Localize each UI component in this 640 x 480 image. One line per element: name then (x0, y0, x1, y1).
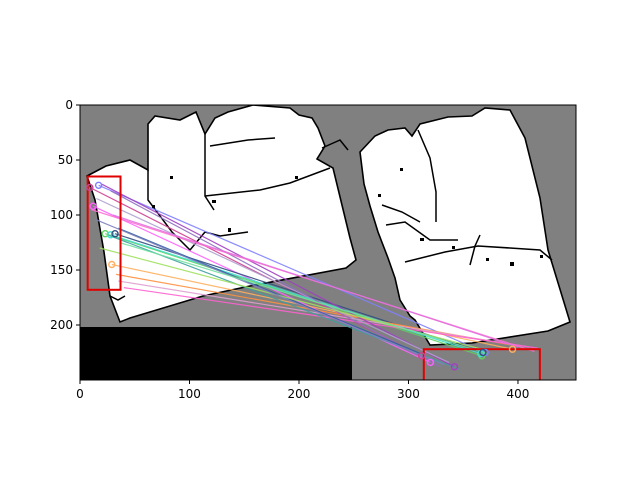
keypoint-12 (479, 348, 487, 357)
y-tick-label: 150 (50, 263, 73, 277)
keypoint-13 (508, 345, 517, 353)
keypoint-4 (106, 231, 115, 239)
x-tick-label: 200 (288, 387, 311, 401)
keypoint-14 (450, 363, 459, 371)
match-line-17 (112, 214, 519, 348)
y-tick-label: 0 (65, 98, 73, 112)
match-line-18 (95, 218, 444, 366)
free-space-region-right (359, 107, 571, 346)
x-tick-label: 0 (76, 387, 84, 401)
keypoint-8 (417, 352, 426, 360)
roi-box-0 (86, 175, 122, 291)
x-axis: 0 100 200 300 400 (76, 380, 529, 401)
keypoint-5 (111, 229, 119, 238)
y-tick-label: 200 (50, 318, 73, 332)
x-tick-label: 300 (397, 387, 420, 401)
keypoint-1 (86, 183, 94, 192)
keypoint-9 (426, 358, 435, 367)
axes-frame (79, 104, 577, 381)
match-line-13 (110, 190, 441, 368)
match-line-19 (119, 241, 488, 355)
y-tick-label: 100 (50, 208, 73, 222)
x-tick-label: 100 (178, 387, 201, 401)
match-line-0 (98, 184, 486, 354)
keypoint-2 (89, 202, 97, 210)
y-axis: 0 50 100 150 200 (50, 98, 80, 332)
wall-segments (109, 129, 553, 301)
x-tick-label: 400 (507, 387, 530, 401)
keypoint-6 (108, 260, 116, 269)
match-line-11 (96, 197, 450, 363)
map-image (80, 105, 576, 380)
black-region (80, 327, 352, 380)
keypoints (86, 181, 517, 371)
match-lines (89, 183, 538, 370)
y-tick-label: 50 (58, 153, 73, 167)
wall-speckle (152, 168, 543, 266)
match-line-15 (118, 227, 421, 355)
match-line-4 (110, 234, 481, 355)
match-line-10 (101, 183, 455, 368)
keypoint-0 (94, 181, 103, 190)
